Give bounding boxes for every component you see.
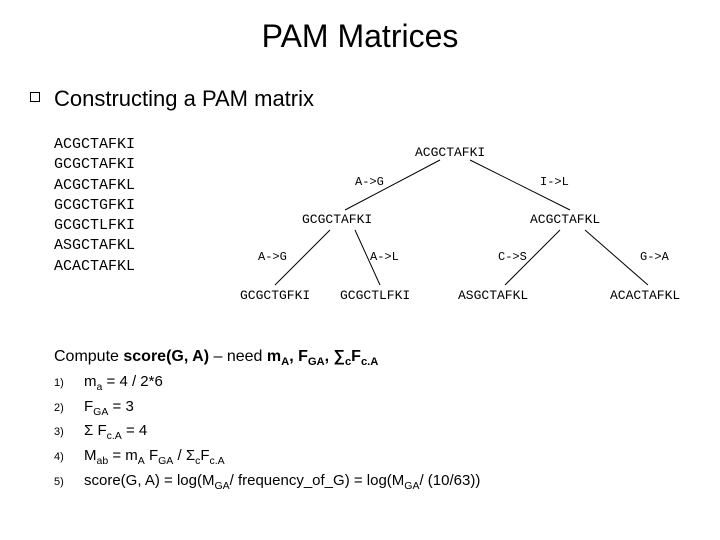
tree-node: ACGCTAFKL [530, 212, 600, 227]
compute-item-text: Σ Fc.A = 4 [84, 420, 147, 445]
sequence-item: ACGCTAFKL [54, 176, 135, 196]
tree-root: ACGCTAFKI [415, 145, 485, 160]
tree-edge-label: A->G [258, 250, 287, 264]
tree-leaf: GCGCTLFKI [340, 288, 410, 303]
tree-edge-label: G->A [640, 250, 669, 264]
compute-item-num: 1) [54, 375, 70, 392]
sequence-item: GCGCTGFKI [54, 196, 135, 216]
compute-item: 3) Σ Fc.A = 4 [54, 420, 480, 445]
sequence-item: ASGCTAFKL [54, 236, 135, 256]
sequence-item: GCGCTLFKI [54, 216, 135, 236]
tree-leaf: ACACTAFKL [610, 288, 680, 303]
compute-item: 5) score(G, A) = log(MGA/ frequency_of_G)… [54, 470, 480, 495]
compute-block: Compute score(G, A) – need mA, FGA, ∑cFc… [54, 345, 480, 495]
compute-list: 1) ma = 4 / 2*6 2) FGA = 3 3) Σ Fc.A = 4 4)… [54, 371, 480, 495]
compute-item-text: ma = 4 / 2*6 [84, 371, 163, 396]
compute-head-mid: – need [209, 348, 267, 365]
compute-item-num: 4) [54, 449, 70, 466]
sequence-item: GCGCTAFKI [54, 155, 135, 175]
tree-edge-label: C->S [498, 250, 527, 264]
compute-item: 1) ma = 4 / 2*6 [54, 371, 480, 396]
compute-item-num: 2) [54, 400, 70, 417]
tree-edge-label: A->G [355, 175, 384, 189]
compute-head-bold2: mA, FGA, ∑cFc.A [267, 348, 379, 365]
compute-head-bold1: score(G, A) [123, 348, 209, 365]
tree-edge-label: I->L [540, 175, 569, 189]
compute-head-prefix: Compute [54, 348, 123, 365]
sequence-list: ACGCTAFKI GCGCTAFKI ACGCTAFKL GCGCTGFKI … [54, 135, 135, 277]
compute-item: 2) FGA = 3 [54, 396, 480, 421]
bullet-square [30, 92, 40, 102]
compute-heading: Compute score(G, A) – need mA, FGA, ∑cFc… [54, 345, 480, 371]
compute-item-num: 3) [54, 424, 70, 441]
subtitle: Constructing a PAM matrix [54, 86, 314, 112]
compute-item-text: score(G, A) = log(MGA/ frequency_of_G) =… [84, 470, 480, 495]
tree-leaf: GCGCTGFKI [240, 288, 310, 303]
page-title: PAM Matrices [0, 0, 720, 55]
compute-item-text: FGA = 3 [84, 396, 134, 421]
tree-edge-label: A->L [370, 250, 399, 264]
tree-leaf: ASGCTAFKL [458, 288, 528, 303]
compute-item-num: 5) [54, 474, 70, 491]
compute-item-text: Mab = mA FGA / ΣcFc.A [84, 445, 225, 470]
sequence-item: ACACTAFKL [54, 257, 135, 277]
sequence-item: ACGCTAFKI [54, 135, 135, 155]
phylogenetic-tree: ACGCTAFKI A->G I->L GCGCTAFKI ACGCTAFKL … [240, 130, 700, 320]
compute-item: 4) Mab = mA FGA / ΣcFc.A [54, 445, 480, 470]
tree-node: GCGCTAFKI [302, 212, 372, 227]
